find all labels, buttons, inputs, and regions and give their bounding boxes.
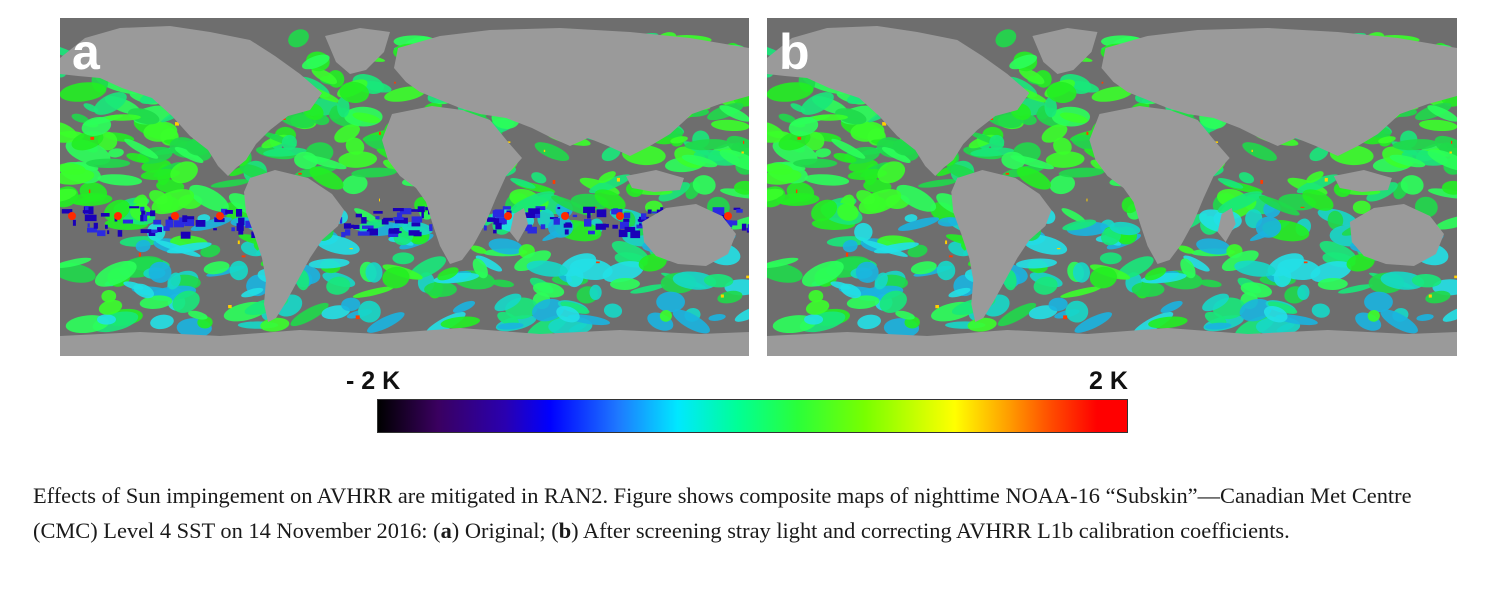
land-africa <box>382 106 522 264</box>
sst-map-b <box>767 26 1457 356</box>
land-north-america <box>60 26 322 176</box>
colorbar-max-label: 2 K <box>1089 367 1128 395</box>
land-africa <box>1089 106 1230 264</box>
land-south-america <box>244 170 344 322</box>
land-greenland <box>1032 28 1098 74</box>
land-madagascar <box>510 208 528 242</box>
caption-text-3: ) After screening stray light and correc… <box>571 518 1290 543</box>
caption-panel-a-ref: a <box>440 518 452 543</box>
map-panel-b: b <box>767 18 1457 356</box>
land-antarctica <box>767 328 1457 356</box>
land-australia <box>642 204 736 266</box>
land-eurasia <box>1101 28 1457 156</box>
caption-panel-b-ref: b <box>558 518 572 543</box>
colorbar-min-label: - 2 K <box>346 367 401 395</box>
caption-text-2: ) Original; ( <box>451 518 559 543</box>
land-layer <box>767 26 1457 356</box>
land-indonesia <box>626 170 684 192</box>
sst-map-a <box>60 26 749 356</box>
panel-label-a: a <box>72 24 100 80</box>
figure-caption: Effects of Sun impingement on AVHRR are … <box>33 478 1473 548</box>
land-indonesia <box>1333 170 1392 192</box>
caption-text-1: Effects of Sun impingement on AVHRR are … <box>33 483 1412 543</box>
map-panel-a: a <box>60 18 749 356</box>
land-madagascar <box>1217 208 1236 242</box>
panel-label-b: b <box>779 24 810 80</box>
land-antarctica <box>60 328 749 356</box>
land-greenland <box>325 28 390 74</box>
land-australia <box>1349 204 1444 266</box>
colorbar <box>377 399 1128 433</box>
land-south-america <box>951 170 1052 322</box>
land-north-america <box>767 26 1030 176</box>
land-layer <box>60 26 749 356</box>
land-eurasia <box>394 28 749 156</box>
